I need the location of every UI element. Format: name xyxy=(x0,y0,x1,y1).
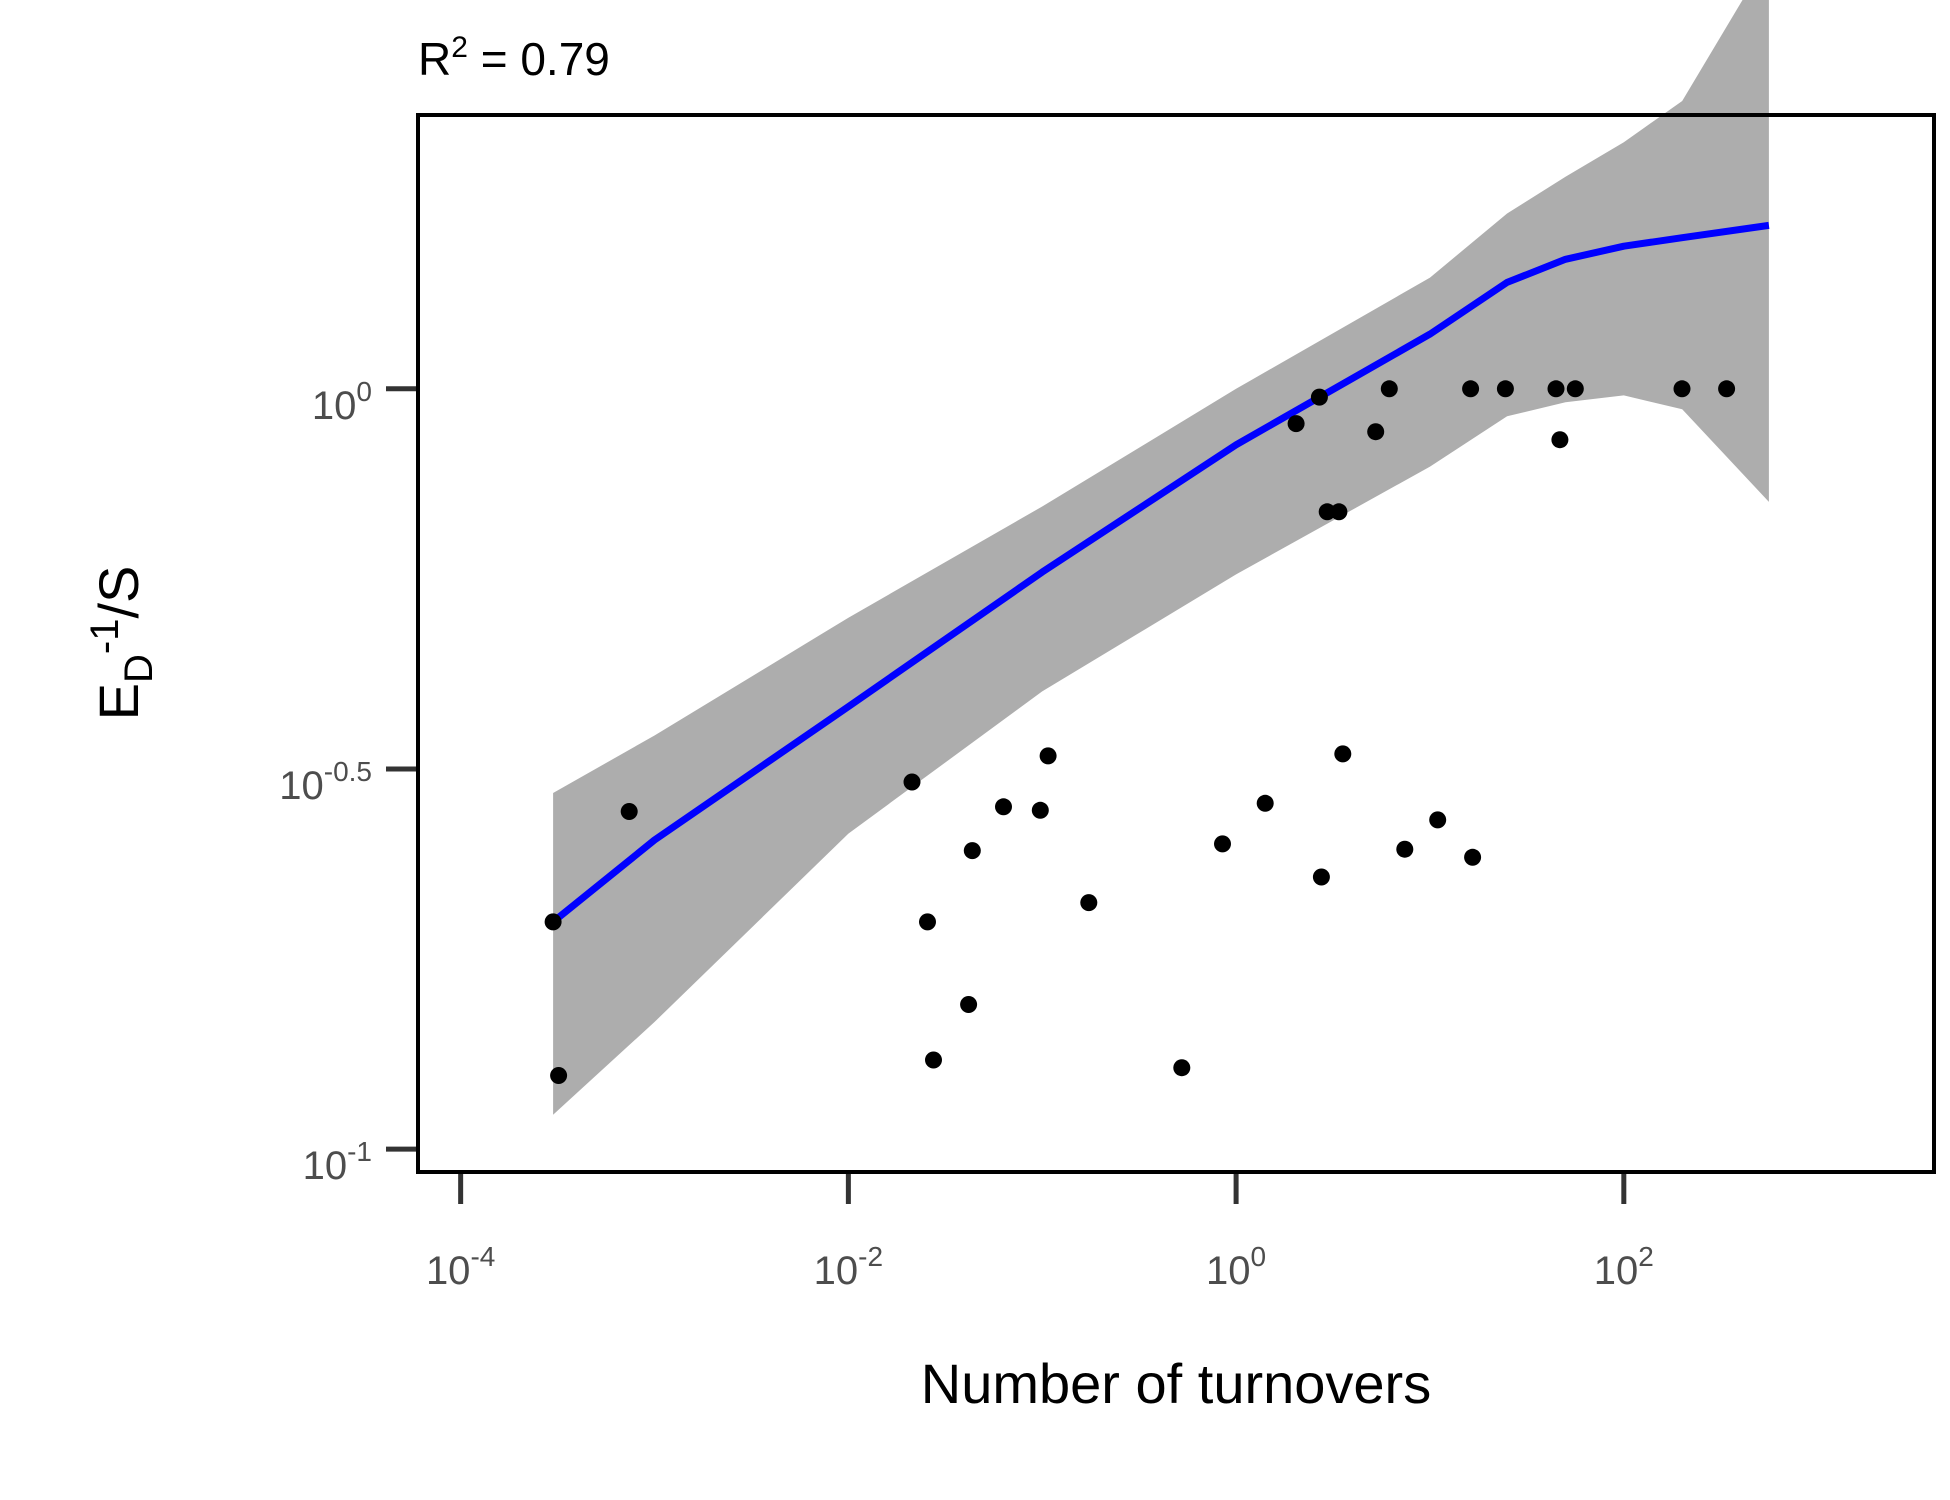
data-point xyxy=(1287,415,1305,433)
x-axis-title: Number of turnovers xyxy=(921,1352,1431,1415)
data-point xyxy=(995,798,1012,816)
data-point xyxy=(903,773,921,791)
y-tick-label: 10-0.5 xyxy=(279,756,372,808)
data-point xyxy=(1429,811,1447,829)
data-point xyxy=(1566,380,1584,398)
y-axis-title: ED-1/S xyxy=(83,566,161,721)
data-point xyxy=(1031,801,1049,819)
data-point xyxy=(919,913,936,931)
data-point xyxy=(1496,380,1514,398)
data-point xyxy=(620,803,638,820)
data-point xyxy=(1214,835,1231,853)
data-point xyxy=(1396,840,1414,858)
plot-frame xyxy=(416,113,1936,1174)
x-tick-label: 102 xyxy=(1594,1241,1654,1293)
data-point xyxy=(1334,745,1352,763)
data-point xyxy=(544,913,562,931)
x-tick-label: 100 xyxy=(1206,1241,1266,1293)
data-point xyxy=(1310,388,1328,406)
x-tick-label: 10-2 xyxy=(814,1241,883,1293)
y-tick-label: 10-1 xyxy=(303,1136,372,1188)
data-point xyxy=(960,996,978,1013)
fit-line xyxy=(550,221,1770,925)
r-squared-label: R2 = 0.79 xyxy=(418,31,610,85)
x-axis: 10-4 10-2 100 102 xyxy=(426,1174,1654,1293)
data-point xyxy=(1256,794,1274,812)
data-point xyxy=(1039,747,1057,765)
data-point xyxy=(1464,848,1482,866)
data-point xyxy=(1718,380,1736,398)
confidence-band xyxy=(553,0,1769,1115)
data-point xyxy=(1547,380,1565,398)
y-tick-label: 100 xyxy=(312,376,372,428)
data-point xyxy=(1380,380,1398,398)
y-axis: 10-1 10-0.5 100 xyxy=(279,376,416,1188)
data-point xyxy=(1173,1059,1191,1077)
data-point xyxy=(1551,431,1569,449)
fit-line-path xyxy=(550,221,1770,925)
data-point xyxy=(1462,380,1480,398)
data-point xyxy=(925,1051,942,1069)
data-point xyxy=(1318,503,1336,521)
data-point xyxy=(1080,894,1098,912)
data-point xyxy=(1330,503,1348,521)
data-point xyxy=(1312,868,1330,886)
data-point xyxy=(1367,423,1385,441)
data-point xyxy=(550,1067,568,1084)
data-points xyxy=(544,380,1736,1084)
confidence-band-area xyxy=(553,0,1769,1115)
data-point xyxy=(963,842,981,860)
data-point xyxy=(1673,380,1691,398)
r-squared-annotation: R2 = 0.79 xyxy=(418,31,610,85)
x-tick-label: 10-4 xyxy=(426,1241,495,1293)
